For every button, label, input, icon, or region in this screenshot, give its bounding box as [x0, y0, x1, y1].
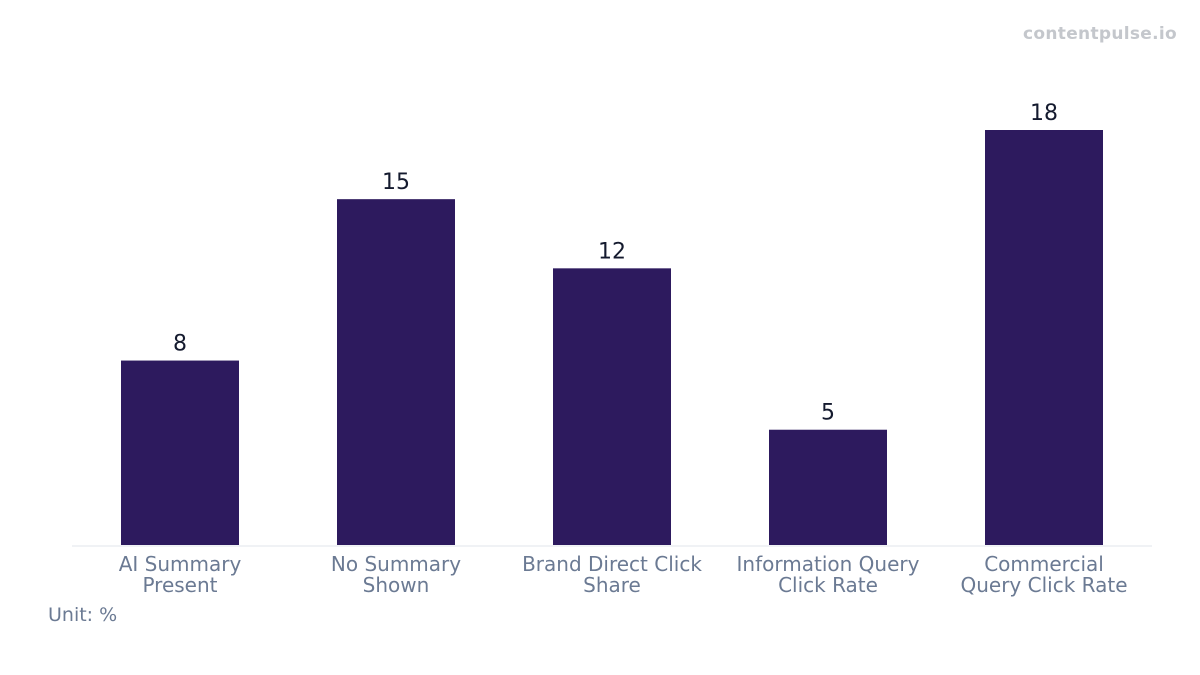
- bar-0: [121, 360, 239, 545]
- unit-note: Unit: %: [48, 604, 118, 626]
- tick-label-4-line-0: Commercial: [984, 552, 1104, 576]
- tick-label-3: Information Query Click Rate: [737, 552, 920, 597]
- tick-label-0-line-0: AI Summary: [119, 552, 242, 576]
- bars-group: [121, 130, 1103, 545]
- tick-label-1: No Summary Shown: [331, 552, 461, 597]
- value-label-3: 5: [821, 401, 835, 426]
- tick-label-0: AI Summary Present: [119, 552, 242, 597]
- value-label-2: 12: [598, 239, 626, 264]
- tick-label-4-line-1: Query Click Rate: [960, 573, 1127, 597]
- tick-label-2: Brand Direct Click Share: [522, 552, 702, 597]
- bar-3: [769, 429, 887, 545]
- tick-label-3-line-1: Click Rate: [778, 573, 878, 597]
- tick-label-1-line-1: Shown: [363, 573, 430, 597]
- tick-label-4: Commercial Query Click Rate: [960, 552, 1127, 597]
- tick-label-1-line-0: No Summary: [331, 552, 461, 576]
- value-label-4: 18: [1030, 101, 1058, 126]
- tick-label-3-line-0: Information Query: [737, 552, 920, 576]
- tick-label-2-line-1: Share: [583, 573, 641, 597]
- value-labels-group: 8 15 12 5 18: [173, 101, 1058, 426]
- tick-labels-group: AI Summary Present No Summary Shown Brand Di…: [119, 552, 1128, 597]
- tick-label-0-line-1: Present: [142, 573, 217, 597]
- tick-label-2-line-0: Brand Direct Click: [522, 552, 702, 576]
- bar-4: [985, 130, 1103, 545]
- watermark: contentpulse.io: [1023, 24, 1177, 44]
- bar-2: [553, 268, 671, 545]
- bar-1: [337, 199, 455, 545]
- value-label-0: 8: [173, 332, 187, 357]
- value-label-1: 15: [382, 170, 410, 195]
